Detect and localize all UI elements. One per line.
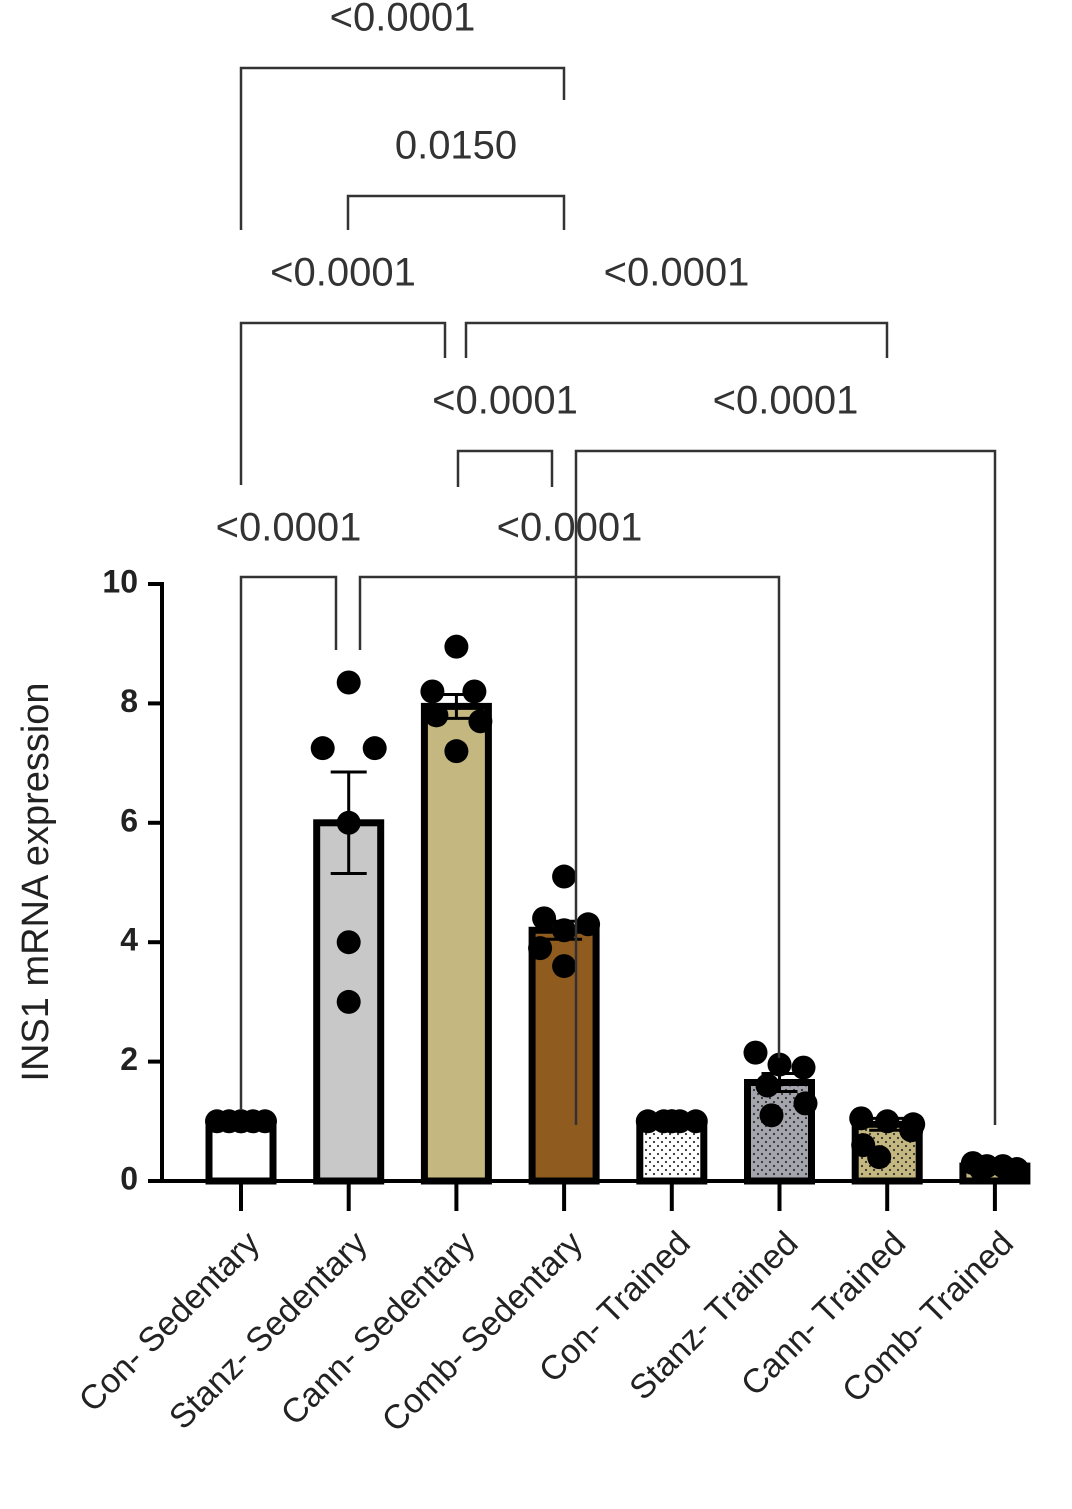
data-point <box>336 810 361 835</box>
data-point <box>755 1073 780 1098</box>
significance-label: <0.0001 <box>497 506 643 550</box>
data-point <box>875 1109 900 1134</box>
y-tick-label: 2 <box>120 1041 138 1077</box>
data-point <box>336 670 361 695</box>
data-point <box>528 936 553 961</box>
data-point <box>968 1157 993 1182</box>
y-tick-label: 4 <box>120 922 138 958</box>
data-point <box>899 1118 924 1143</box>
data-point <box>767 1052 792 1077</box>
data-point <box>791 1055 816 1080</box>
significance-label: 0.0150 <box>395 124 517 168</box>
x-tick-label: Comb- Sedentary <box>375 1224 590 1439</box>
data-point <box>743 1040 768 1065</box>
data-point <box>552 954 577 979</box>
y-axis-title: INS1 mRNA expression <box>15 682 57 1081</box>
data-point <box>867 1145 892 1170</box>
significance-bracket <box>464 321 889 358</box>
x-tick-label: Cann- Sedentary <box>274 1224 483 1433</box>
data-point <box>468 709 493 734</box>
data-point <box>336 930 361 955</box>
significance-label: <0.0001 <box>604 251 750 295</box>
data-point <box>336 989 361 1014</box>
significance-label: <0.0001 <box>270 251 416 295</box>
data-point <box>532 906 557 931</box>
data-point <box>444 739 469 764</box>
data-point <box>462 679 487 704</box>
significance-label: <0.0001 <box>216 506 362 550</box>
bar-pattern <box>643 1125 700 1177</box>
significance-label: <0.0001 <box>713 379 859 423</box>
significance-bracket <box>239 575 338 1110</box>
data-point <box>362 736 387 761</box>
x-tick-label: Stanz- Sedentary <box>162 1224 375 1437</box>
y-tick-label: 6 <box>120 802 138 838</box>
data-point <box>849 1106 874 1131</box>
data-point <box>552 864 577 889</box>
significance-bracket <box>358 575 781 1058</box>
data-point <box>310 736 335 761</box>
data-point <box>659 1109 684 1134</box>
significance-bracket <box>574 449 997 1125</box>
data-point <box>683 1109 708 1134</box>
data-point <box>444 634 469 659</box>
data-point <box>552 918 577 943</box>
x-tick-label: Con- Sedentary <box>72 1224 267 1419</box>
y-tick-label: 0 <box>120 1160 138 1196</box>
bar <box>420 702 492 1185</box>
significance-bracket <box>239 321 447 485</box>
data-point <box>793 1091 818 1116</box>
significance-bracket <box>456 449 554 487</box>
data-point <box>576 912 601 937</box>
significance-label: <0.0001 <box>432 379 578 423</box>
y-tick-label: 10 <box>102 563 138 599</box>
data-point <box>420 679 445 704</box>
significance-bracket <box>239 66 566 230</box>
data-point <box>996 1160 1021 1185</box>
data-point <box>424 703 449 728</box>
y-tick-label: 8 <box>120 683 138 719</box>
significance-label: <0.0001 <box>330 0 476 40</box>
data-point <box>759 1103 784 1128</box>
data-point <box>229 1109 253 1134</box>
significance-bracket <box>346 194 566 230</box>
